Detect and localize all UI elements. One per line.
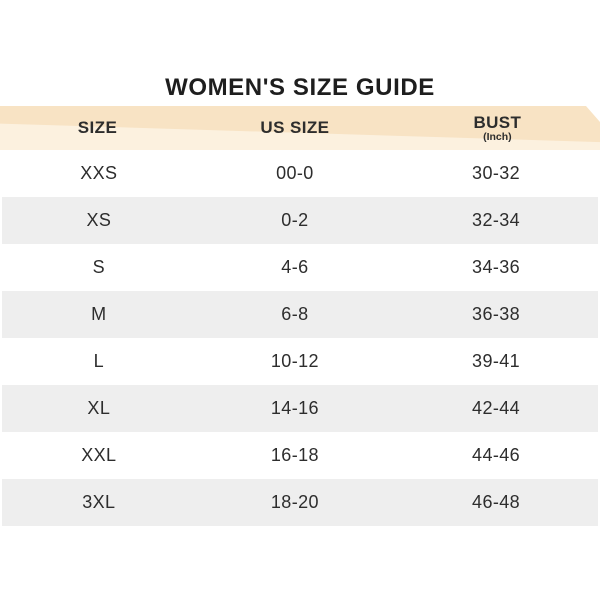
- cell-size: L: [93, 351, 105, 371]
- cell-size: S: [92, 257, 106, 277]
- column-header-size: SIZE: [0, 119, 195, 137]
- cell-us-size: 6-8: [281, 304, 309, 324]
- cell-size: XXS: [80, 163, 118, 183]
- table-row-xl: XL 14-16 42-44: [2, 385, 598, 432]
- cell-us-size: 18-20: [270, 492, 319, 512]
- cell-bust: 39-41: [472, 351, 521, 371]
- cell-us-size: 10-12: [270, 351, 319, 371]
- cell-us-size: 0-2: [281, 210, 309, 230]
- cell-bust: 36-38: [472, 304, 521, 324]
- table-row-xs: XS 0-2 32-34: [2, 197, 598, 244]
- cell-size: XXL: [81, 445, 117, 465]
- column-header-us-size-label: US SIZE: [260, 118, 330, 137]
- table-header-row: SIZE US SIZE BUST (Inch): [0, 106, 600, 150]
- cell-bust: 34-36: [472, 257, 521, 277]
- table-body: XXS 00-0 30-32 XS 0-2 32-34 S 4-6 34-36 …: [2, 150, 598, 526]
- cell-us-size: 16-18: [270, 445, 319, 465]
- cell-size: XS: [86, 210, 112, 230]
- cell-bust: 46-48: [472, 492, 521, 512]
- column-header-bust-unit: (Inch): [483, 130, 512, 143]
- column-header-bust-label: BUST: [473, 112, 522, 132]
- table-row-xxl: XXL 16-18 44-46: [2, 432, 598, 479]
- cell-us-size: 00-0: [276, 163, 314, 183]
- column-header-us-size: US SIZE: [195, 119, 395, 137]
- table-row-s: S 4-6 34-36: [2, 244, 598, 291]
- cell-bust: 32-34: [472, 210, 521, 230]
- table-row-3xl: 3XL 18-20 46-48: [2, 479, 598, 526]
- size-guide-table: SIZE US SIZE BUST (Inch) XXS 00-0 30-32 …: [0, 106, 600, 526]
- table-row-l: L 10-12 39-41: [2, 338, 598, 385]
- column-header-size-label: SIZE: [77, 118, 118, 137]
- page-title: WOMEN'S SIZE GUIDE: [165, 74, 435, 101]
- cell-size: 3XL: [82, 492, 116, 512]
- cell-bust: 42-44: [472, 398, 521, 418]
- cell-us-size: 14-16: [270, 398, 319, 418]
- cell-size: M: [91, 304, 107, 324]
- table-row-xxs: XXS 00-0 30-32: [2, 150, 598, 197]
- cell-us-size: 4-6: [281, 257, 309, 277]
- cell-bust: 30-32: [472, 163, 521, 183]
- column-header-bust: BUST (Inch): [395, 112, 600, 143]
- cell-size: XL: [87, 398, 111, 418]
- cell-bust: 44-46: [472, 445, 521, 465]
- table-row-m: M 6-8 36-38: [2, 291, 598, 338]
